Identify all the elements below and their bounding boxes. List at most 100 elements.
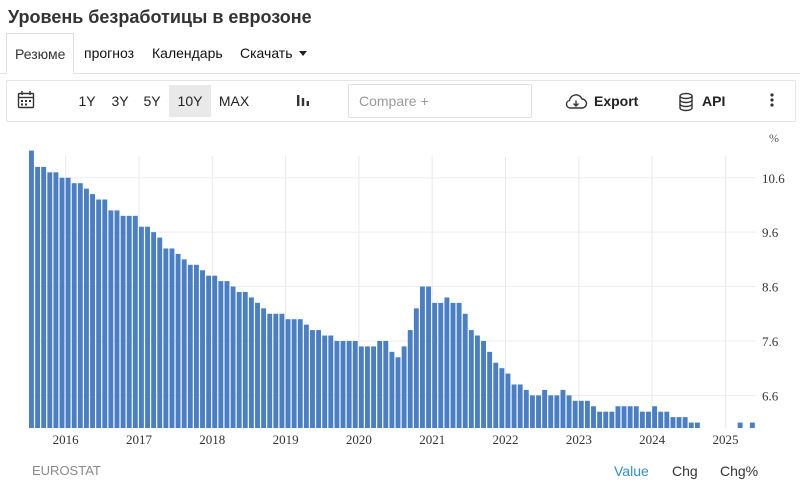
bar[interactable] <box>261 308 267 428</box>
bar[interactable] <box>114 210 120 428</box>
bar[interactable] <box>334 340 340 428</box>
range-3y-button[interactable]: 3Y <box>111 93 129 109</box>
bar[interactable] <box>633 406 639 428</box>
bar[interactable] <box>548 395 554 428</box>
bar[interactable] <box>224 281 230 428</box>
bar[interactable] <box>151 232 157 428</box>
bar[interactable] <box>487 351 493 428</box>
bar[interactable] <box>639 411 645 428</box>
bar[interactable] <box>322 335 328 428</box>
bar[interactable] <box>242 292 248 428</box>
bar[interactable] <box>187 264 193 428</box>
bar[interactable] <box>218 281 224 428</box>
bar[interactable] <box>108 210 114 428</box>
bar[interactable] <box>566 395 572 428</box>
bar[interactable] <box>346 340 352 428</box>
bar[interactable] <box>126 215 132 428</box>
bar[interactable] <box>236 292 242 428</box>
bar[interactable] <box>316 330 322 428</box>
more-vertical-icon[interactable] <box>769 92 775 110</box>
bar[interactable] <box>145 226 150 428</box>
bar[interactable] <box>578 400 584 428</box>
bar[interactable] <box>377 340 383 428</box>
bar[interactable] <box>560 389 566 428</box>
bar[interactable] <box>615 406 621 428</box>
bar[interactable] <box>456 302 462 428</box>
bar[interactable] <box>138 226 144 428</box>
bar[interactable] <box>90 194 95 428</box>
bar[interactable] <box>413 308 419 428</box>
bar[interactable] <box>444 297 450 428</box>
bar[interactable] <box>389 351 395 428</box>
bar[interactable] <box>365 346 370 428</box>
bar[interactable] <box>401 346 407 428</box>
bar[interactable] <box>310 330 315 428</box>
bar[interactable] <box>132 215 138 428</box>
bar-chart-icon[interactable] <box>295 92 311 110</box>
bar[interactable] <box>352 340 358 428</box>
bar[interactable] <box>65 177 71 428</box>
bar[interactable] <box>407 330 413 428</box>
bar[interactable] <box>71 183 77 428</box>
view-chg-tab[interactable]: Chg <box>672 463 698 479</box>
bar[interactable] <box>163 248 169 428</box>
bar[interactable] <box>609 411 615 428</box>
compare-input[interactable] <box>357 85 521 117</box>
bar[interactable] <box>169 248 175 428</box>
bar[interactable] <box>212 275 218 428</box>
bar[interactable] <box>303 324 309 428</box>
range-max-button[interactable]: MAX <box>218 93 250 109</box>
range-1y-button[interactable]: 1Y <box>78 93 96 109</box>
bar[interactable] <box>694 422 700 428</box>
bar[interactable] <box>83 188 89 428</box>
export-button[interactable]: Export <box>564 81 638 121</box>
bar[interactable] <box>340 340 346 428</box>
bar[interactable] <box>267 313 273 428</box>
bar[interactable] <box>591 406 596 428</box>
bar[interactable] <box>517 384 523 428</box>
tab-download[interactable]: Скачать <box>240 33 307 73</box>
bar[interactable] <box>358 346 364 428</box>
bar[interactable] <box>688 422 694 428</box>
bar[interactable] <box>419 286 425 428</box>
bar[interactable] <box>120 215 126 428</box>
bar[interactable] <box>438 302 444 428</box>
bar[interactable] <box>536 395 541 428</box>
bar[interactable] <box>96 199 102 428</box>
bar[interactable] <box>529 395 535 428</box>
bar[interactable] <box>505 373 511 428</box>
bar[interactable] <box>157 237 163 428</box>
bar[interactable] <box>462 313 468 428</box>
bar[interactable] <box>273 313 279 428</box>
bar[interactable] <box>499 368 505 428</box>
bar[interactable] <box>621 406 627 428</box>
bar[interactable] <box>511 384 517 428</box>
bar[interactable] <box>450 302 456 428</box>
bar[interactable] <box>230 286 236 428</box>
bar[interactable] <box>41 166 47 428</box>
bar[interactable] <box>652 406 658 428</box>
bar[interactable] <box>200 270 205 428</box>
calendar-icon[interactable] <box>17 90 35 112</box>
tab-calendar[interactable]: Календарь <box>152 45 223 61</box>
bar[interactable] <box>749 422 755 428</box>
bar[interactable] <box>53 172 59 428</box>
bar[interactable] <box>603 411 609 428</box>
bar[interactable] <box>627 406 633 428</box>
view-chg-percent-tab[interactable]: Chg% <box>720 463 759 479</box>
tab-forecast[interactable]: прогноз <box>84 45 135 61</box>
bar[interactable] <box>474 335 480 428</box>
bar[interactable] <box>664 411 670 428</box>
bar[interactable] <box>383 340 389 428</box>
bar[interactable] <box>493 362 499 428</box>
bar[interactable] <box>572 400 578 428</box>
range-5y-button[interactable]: 5Y <box>143 93 161 109</box>
bar[interactable] <box>395 357 401 428</box>
bar[interactable] <box>291 319 297 428</box>
bar[interactable] <box>670 417 676 428</box>
bar[interactable] <box>102 199 108 428</box>
bar[interactable] <box>523 389 529 428</box>
view-value-tab[interactable]: Value <box>614 463 649 479</box>
bar[interactable] <box>29 150 34 428</box>
bar[interactable] <box>47 172 53 428</box>
